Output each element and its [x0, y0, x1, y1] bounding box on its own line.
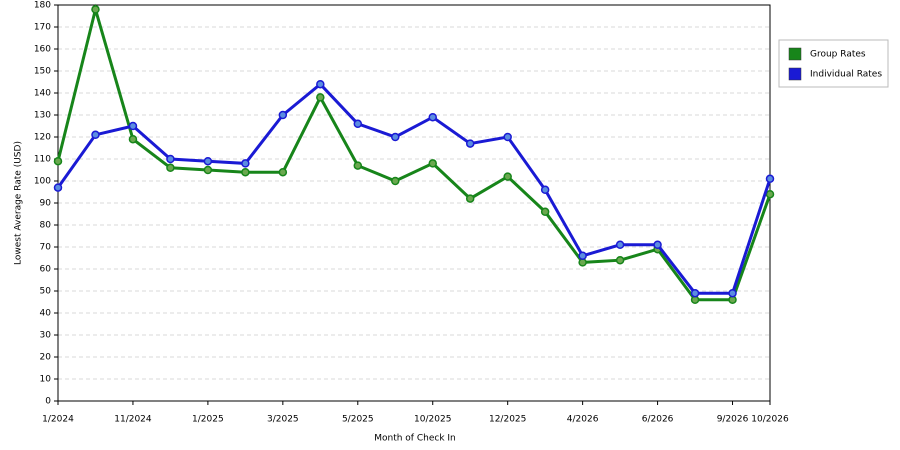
x-tick-label: 3/2025 [267, 415, 299, 425]
point [428, 159, 437, 168]
x-tick-label: 12/2025 [489, 415, 526, 425]
point [128, 121, 138, 131]
point [765, 174, 775, 184]
point [465, 194, 475, 203]
point [241, 159, 250, 168]
point [353, 161, 363, 170]
point [203, 165, 213, 175]
point [391, 132, 400, 142]
y-tick-label: 0 [45, 397, 51, 407]
x-tick-label: 1/2024 [42, 415, 74, 425]
x-tick-label: 6/2026 [642, 415, 674, 425]
y-tick-label: 90 [40, 199, 52, 209]
legend-swatch [788, 67, 802, 81]
y-axis-title: Lowest Average Rate (USD) [14, 141, 24, 265]
point [540, 207, 550, 217]
point [166, 154, 175, 164]
point [91, 130, 100, 140]
point [728, 288, 737, 298]
point [278, 167, 288, 177]
y-tick-label: 80 [40, 221, 52, 231]
x-tick-label: 11/2024 [114, 415, 152, 425]
series-line [56, 3, 772, 302]
legend-swatch [788, 47, 802, 61]
plot-frame [57, 4, 771, 402]
point [615, 255, 625, 265]
point [203, 156, 213, 166]
point [316, 79, 325, 89]
x-tick-label: 9/2026 [717, 415, 749, 425]
series-line [56, 82, 772, 295]
y-tick-label: 30 [40, 331, 52, 341]
point [241, 167, 250, 177]
y-tick-label: 50 [40, 287, 52, 297]
point [278, 110, 288, 120]
point [353, 119, 363, 129]
point [503, 132, 512, 142]
legend-label: Individual Rates [810, 70, 882, 80]
point [428, 112, 437, 122]
y-tick-label: 140 [34, 89, 51, 99]
y-tick-label: 20 [40, 353, 52, 363]
y-tick-label: 60 [40, 265, 52, 275]
y-tick-label: 130 [34, 111, 51, 121]
point [316, 93, 325, 102]
y-tick-label: 40 [40, 309, 52, 319]
point [578, 251, 587, 261]
point [615, 240, 625, 250]
y-tick-label: 110 [34, 155, 51, 165]
point [465, 139, 475, 148]
y-tick-label: 100 [34, 177, 51, 187]
point [53, 156, 63, 166]
y-tick-label: 70 [40, 243, 52, 253]
point [91, 5, 100, 14]
y-tick-label: 170 [34, 23, 51, 33]
x-tick-label: 10/2025 [414, 415, 451, 425]
point [391, 176, 400, 186]
y-tick-label: 160 [34, 45, 51, 55]
point [653, 240, 662, 250]
x-tick-label: 10/2026 [751, 415, 789, 425]
point [540, 185, 550, 195]
point [166, 163, 175, 173]
x-tick-label: 5/2025 [342, 415, 374, 425]
y-tick-label: 150 [34, 67, 51, 77]
y-tick-label: 10 [40, 375, 52, 385]
y-tick-label: 120 [34, 133, 51, 143]
point [53, 183, 63, 192]
x-axis-title: Month of Check In [374, 434, 456, 444]
x-tick-label: 4/2026 [567, 415, 599, 425]
y-tick-label: 180 [34, 1, 51, 11]
legend-label: Group Rates [810, 50, 866, 60]
point [765, 189, 775, 199]
point [128, 134, 138, 144]
point [690, 288, 700, 298]
x-tick-label: 1/2025 [192, 415, 224, 425]
point [503, 172, 512, 181]
